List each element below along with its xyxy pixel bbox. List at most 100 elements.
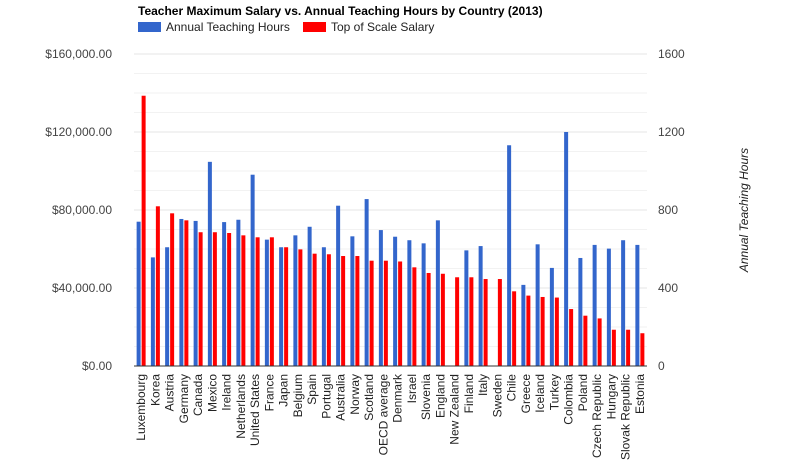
bar-teaching-hours[interactable] xyxy=(549,267,554,366)
bar-salary[interactable] xyxy=(141,95,146,366)
bar-salary[interactable] xyxy=(184,220,189,366)
bar-teaching-hours[interactable] xyxy=(165,247,170,366)
bar-teaching-hours[interactable] xyxy=(222,222,227,366)
x-tick-label: Hungary xyxy=(604,374,618,419)
bar-teaching-hours[interactable] xyxy=(606,248,611,366)
x-tick-label: Spain xyxy=(305,374,319,405)
bar-salary[interactable] xyxy=(455,277,460,366)
x-tick-label: Ireland xyxy=(220,374,234,411)
bar-teaching-hours[interactable] xyxy=(421,243,426,366)
bar-teaching-hours[interactable] xyxy=(535,244,540,366)
bar-teaching-hours[interactable] xyxy=(136,221,141,366)
bar-salary[interactable] xyxy=(483,279,488,366)
bar-teaching-hours[interactable] xyxy=(293,235,298,366)
x-tick-label: Israel xyxy=(405,374,419,403)
x-tick-label: Slovak Republic xyxy=(619,374,633,460)
bar-salary[interactable] xyxy=(554,297,559,366)
bar-teaching-hours[interactable] xyxy=(193,220,198,366)
bar-salary[interactable] xyxy=(326,254,331,366)
y-left-tick-label: $160,000.00 xyxy=(45,47,112,61)
x-tick-label: Colombia xyxy=(562,374,576,425)
bar-salary[interactable] xyxy=(269,237,274,366)
bar-salary[interactable] xyxy=(540,296,545,366)
bar-teaching-hours[interactable] xyxy=(378,230,383,366)
bar-salary[interactable] xyxy=(355,256,360,366)
bar-salary[interactable] xyxy=(611,329,616,366)
x-tick-label: Scotland xyxy=(362,374,376,421)
x-tick-label: United States xyxy=(248,374,262,446)
bar-salary[interactable] xyxy=(369,260,374,366)
bar-salary[interactable] xyxy=(626,329,631,366)
bar-salary[interactable] xyxy=(341,256,346,366)
bar-salary[interactable] xyxy=(198,232,203,366)
bar-salary[interactable] xyxy=(241,235,246,366)
x-tick-label: England xyxy=(433,374,447,418)
bar-salary[interactable] xyxy=(227,233,232,366)
x-tick-label: Mexico xyxy=(205,374,219,412)
bar-teaching-hours[interactable] xyxy=(635,244,640,366)
bar-salary[interactable] xyxy=(526,295,531,366)
x-tick-label: New Zealand xyxy=(448,374,462,445)
x-tick-label: Luxembourg xyxy=(134,374,148,441)
gridlines xyxy=(134,53,647,347)
bar-teaching-hours[interactable] xyxy=(621,240,626,366)
bar-teaching-hours[interactable] xyxy=(264,239,269,366)
bar-teaching-hours[interactable] xyxy=(364,199,369,366)
x-tick-label: Netherlands xyxy=(234,374,248,439)
bars xyxy=(136,95,645,366)
bar-teaching-hours[interactable] xyxy=(464,250,469,366)
x-tick-label: OECD average xyxy=(376,374,390,456)
bar-teaching-hours[interactable] xyxy=(521,284,526,366)
bar-salary[interactable] xyxy=(155,206,160,366)
legend-swatch-salary xyxy=(303,22,326,32)
bar-salary[interactable] xyxy=(255,237,260,366)
bar-salary[interactable] xyxy=(212,232,217,366)
bar-teaching-hours[interactable] xyxy=(179,218,184,366)
x-tick-label: Finland xyxy=(462,374,476,413)
y-left-tick-label: $0.00 xyxy=(82,359,112,373)
bar-salary[interactable] xyxy=(412,267,417,366)
bar-teaching-hours[interactable] xyxy=(478,246,483,366)
legend-label-salary: Top of Scale Salary xyxy=(331,20,434,34)
bar-teaching-hours[interactable] xyxy=(592,244,597,366)
bar-teaching-hours[interactable] xyxy=(507,145,512,366)
bar-teaching-hours[interactable] xyxy=(250,174,255,366)
bar-salary[interactable] xyxy=(640,333,645,366)
bar-teaching-hours[interactable] xyxy=(150,257,155,366)
bar-salary[interactable] xyxy=(426,272,431,366)
bar-salary[interactable] xyxy=(298,249,303,366)
bar-salary[interactable] xyxy=(469,277,474,366)
bar-teaching-hours[interactable] xyxy=(321,247,326,366)
bar-teaching-hours[interactable] xyxy=(236,219,241,366)
bar-teaching-hours[interactable] xyxy=(407,240,412,366)
bar-teaching-hours[interactable] xyxy=(350,236,355,366)
x-tick-label: Czech Republic xyxy=(590,374,604,458)
bar-teaching-hours[interactable] xyxy=(435,220,440,366)
bar-salary[interactable] xyxy=(284,247,289,366)
bar-salary[interactable] xyxy=(569,309,574,366)
bar-teaching-hours[interactable] xyxy=(336,205,341,366)
x-tick-label: Iceland xyxy=(533,374,547,413)
bar-teaching-hours[interactable] xyxy=(564,132,569,366)
legend-label-hours: Annual Teaching Hours xyxy=(166,20,290,34)
bar-salary[interactable] xyxy=(512,291,517,366)
x-tick-label: Denmark xyxy=(391,373,405,423)
y-axis-left: $0.00 $40,000.00 $80,000.00 $120,000.00 $160… xyxy=(45,47,112,373)
bar-teaching-hours[interactable] xyxy=(307,226,312,366)
bar-teaching-hours[interactable] xyxy=(578,257,583,366)
bar-teaching-hours[interactable] xyxy=(393,236,398,366)
bar-salary[interactable] xyxy=(440,273,445,366)
bar-teaching-hours[interactable] xyxy=(207,161,212,366)
bar-salary[interactable] xyxy=(398,261,403,366)
legend-item-hours[interactable]: Annual Teaching Hours xyxy=(138,20,290,34)
bar-salary[interactable] xyxy=(383,260,388,366)
bar-salary[interactable] xyxy=(583,315,588,366)
bar-salary[interactable] xyxy=(312,253,317,366)
legend-item-salary[interactable]: Top of Scale Salary xyxy=(303,20,434,34)
x-tick-label: Austria xyxy=(163,374,177,412)
bar-salary[interactable] xyxy=(597,318,602,366)
bar-salary[interactable] xyxy=(170,213,175,366)
bar-teaching-hours[interactable] xyxy=(279,247,284,366)
bar-salary[interactable] xyxy=(497,279,502,366)
